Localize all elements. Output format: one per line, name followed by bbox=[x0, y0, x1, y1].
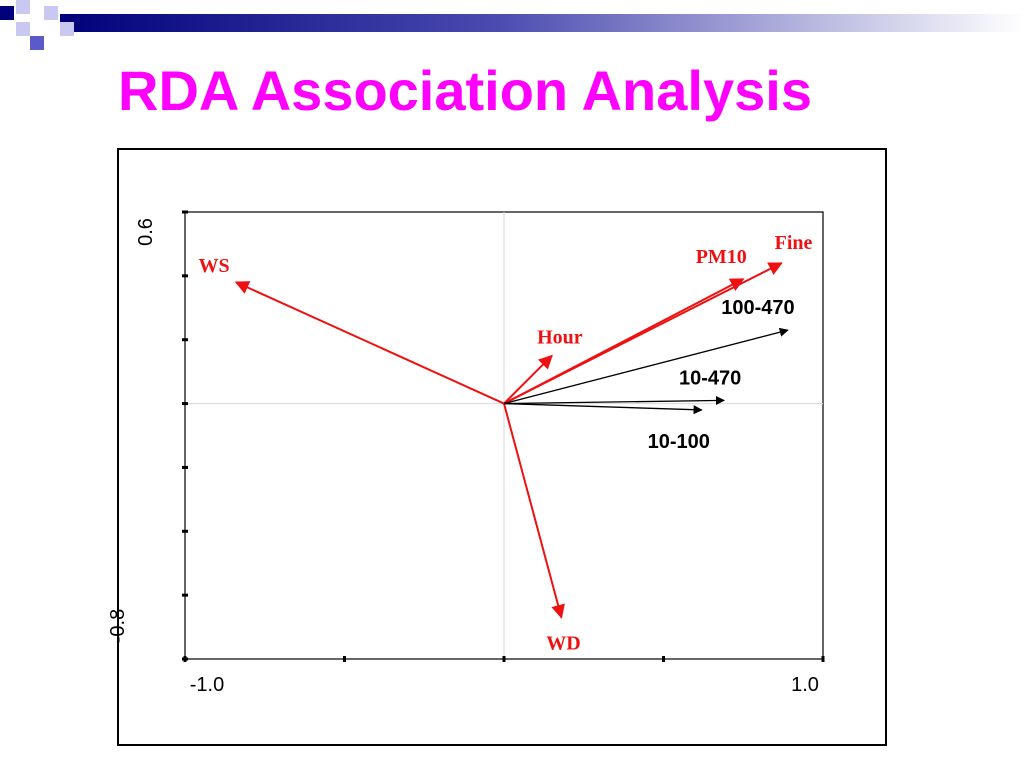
vector-10-470 bbox=[503, 395, 726, 406]
chart-frame bbox=[117, 148, 887, 746]
slide-title: RDA Association Analysis bbox=[118, 59, 812, 122]
vector-100-470 bbox=[503, 327, 789, 405]
vector-label-100-470: 100-470 bbox=[721, 297, 794, 319]
vector-wd bbox=[503, 403, 565, 619]
deco-square-3 bbox=[44, 6, 58, 20]
vector-label-fine: Fine bbox=[775, 232, 813, 254]
vector-label-pm10: PM10 bbox=[696, 246, 747, 268]
deco-square-2 bbox=[16, 0, 30, 14]
x-tick-label-min: -1.0 bbox=[190, 674, 224, 696]
vector-label-wd: WD bbox=[546, 632, 580, 654]
vector-fine bbox=[503, 262, 783, 405]
vector-ws bbox=[234, 281, 505, 405]
vector-10-100 bbox=[503, 402, 703, 415]
y-tick-label-min: -0.8 bbox=[107, 609, 129, 643]
vector-hour bbox=[503, 354, 553, 405]
header-decoration bbox=[0, 0, 1024, 50]
deco-square-5 bbox=[30, 36, 44, 50]
deco-square-1 bbox=[0, 6, 14, 20]
x-tick-label-max: 1.0 bbox=[791, 674, 819, 696]
deco-square-6 bbox=[60, 22, 74, 36]
vector-label-10-100: 10-100 bbox=[648, 431, 710, 453]
vector-label-hour: Hour bbox=[537, 327, 583, 349]
header-gradient-bar bbox=[60, 14, 1024, 32]
y-tick-label-max: 0.6 bbox=[135, 218, 157, 246]
vector-label-ws: WS bbox=[198, 255, 229, 277]
deco-square-4 bbox=[16, 22, 30, 36]
vector-label-10-470: 10-470 bbox=[679, 367, 741, 389]
